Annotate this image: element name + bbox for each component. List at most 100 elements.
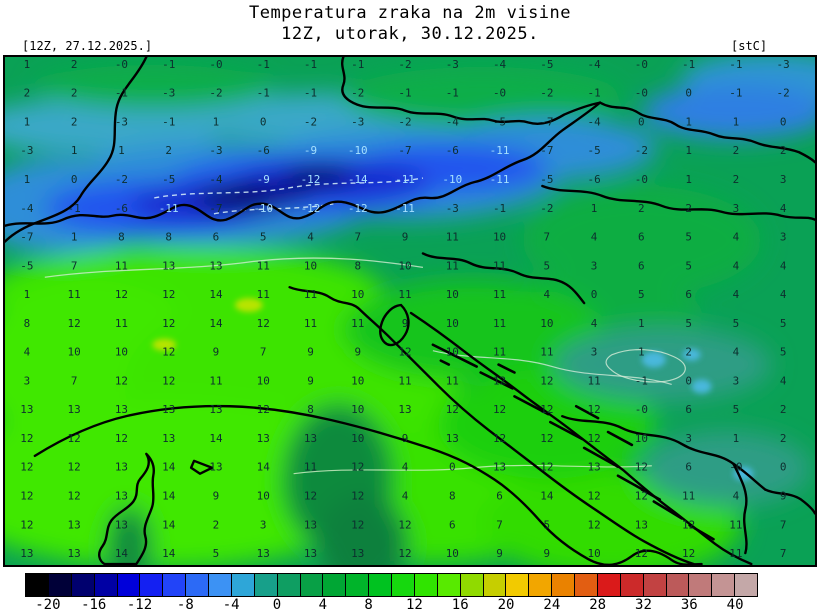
temperature-value: 10 bbox=[257, 490, 270, 503]
temperature-value: 0 bbox=[685, 374, 692, 387]
temperature-value: 12 bbox=[588, 490, 601, 503]
temperature-value: 13 bbox=[115, 518, 128, 531]
temperature-value: -3 bbox=[209, 144, 222, 157]
temperature-value: 13 bbox=[115, 461, 128, 474]
temperature-value: 1 bbox=[685, 144, 692, 157]
temperature-value: 12 bbox=[588, 518, 601, 531]
colorbar-segment bbox=[323, 574, 347, 596]
colorbar-tick-label: -4 bbox=[222, 597, 240, 613]
temperature-value: 5 bbox=[780, 346, 787, 359]
units-label: [stC] bbox=[731, 39, 768, 53]
colorbar-segment bbox=[483, 574, 507, 596]
colorbar-segment bbox=[277, 574, 301, 596]
temperature-value: -0 bbox=[635, 403, 648, 416]
temperature-value: 12 bbox=[351, 518, 364, 531]
temperature-value: -5 bbox=[588, 144, 601, 157]
temperature-value: 13 bbox=[304, 518, 317, 531]
temperature-value: 14 bbox=[209, 288, 223, 301]
temperature-value: 10 bbox=[446, 317, 459, 330]
temperature-value: 5 bbox=[685, 259, 692, 272]
temperature-value: -4 bbox=[446, 115, 460, 128]
temperature-value: 11 bbox=[729, 518, 742, 531]
temperature-value: 9 bbox=[402, 432, 409, 445]
temperature-value: 1 bbox=[24, 58, 31, 71]
temperature-value: 12 bbox=[257, 403, 270, 416]
temperature-value: 9 bbox=[544, 547, 551, 560]
temperature-value: 8 bbox=[307, 403, 314, 416]
temperature-value: 7 bbox=[780, 518, 787, 531]
temperature-value: -0 bbox=[115, 58, 128, 71]
temperature-value: 13 bbox=[351, 547, 364, 560]
temperature-value: 0 bbox=[260, 115, 267, 128]
colorbar-segment bbox=[392, 574, 415, 596]
temperature-value: 13 bbox=[20, 403, 33, 416]
temperature-value: 12 bbox=[398, 547, 411, 560]
temperature-value: -4 bbox=[588, 115, 602, 128]
temperature-value: 14 bbox=[209, 317, 223, 330]
colorbar-tick-labels: -20 -16 -12 -8 -4 0 4 8 12 16 20 24 28 32 36 40 bbox=[0, 597, 820, 615]
temperature-value: 11 bbox=[209, 374, 222, 387]
temperature-value: 6 bbox=[685, 461, 692, 474]
temperature-value: -3 bbox=[446, 202, 459, 215]
temperature-value: -1 bbox=[493, 202, 506, 215]
temperature-value: 0 bbox=[591, 288, 598, 301]
temperature-value: 10 bbox=[351, 288, 364, 301]
temperature-value: 7 bbox=[544, 231, 551, 244]
temperature-value: 7 bbox=[71, 259, 78, 272]
temperature-value: 0 bbox=[638, 115, 645, 128]
temperature-value: 13 bbox=[209, 403, 222, 416]
temperature-value: -2 bbox=[540, 202, 553, 215]
temperature-value: 13 bbox=[209, 259, 222, 272]
temperature-value: -2 bbox=[209, 87, 222, 100]
temperature-value: -3 bbox=[162, 87, 175, 100]
temperature-value: -3 bbox=[20, 144, 33, 157]
temperature-value: 1 bbox=[24, 288, 31, 301]
temperature-value: 14 bbox=[162, 490, 176, 503]
temperature-value: 12 bbox=[68, 432, 81, 445]
temperature-value: 1 bbox=[685, 173, 692, 186]
temperature-value: -1 bbox=[304, 87, 317, 100]
temperature-value: 11 bbox=[493, 346, 506, 359]
temperature-value: 12 bbox=[68, 490, 81, 503]
colorbar-segment bbox=[437, 574, 461, 596]
temperature-value: -1 bbox=[115, 87, 128, 100]
temperature-value: 1 bbox=[638, 346, 645, 359]
temperature-value: 10 bbox=[257, 374, 270, 387]
temperature-value: 12 bbox=[635, 490, 648, 503]
temperature-value: 12 bbox=[588, 432, 601, 445]
colorbar-tick-label: 28 bbox=[589, 597, 607, 613]
temperature-value: 6 bbox=[685, 403, 692, 416]
temperature-value: 10 bbox=[588, 547, 601, 560]
temperature-value: -4 bbox=[588, 58, 602, 71]
coastline-border-layer bbox=[5, 57, 815, 565]
temperature-value: -11 bbox=[490, 173, 510, 186]
temperature-value: 6 bbox=[496, 490, 503, 503]
temperature-value: 12 bbox=[20, 518, 33, 531]
temperature-value: -2 bbox=[115, 173, 128, 186]
temperature-value: -7 bbox=[540, 144, 553, 157]
temperature-value: 12 bbox=[68, 317, 81, 330]
colorbar-segment bbox=[369, 574, 392, 596]
colorbar-segment bbox=[254, 574, 278, 596]
temperature-value: 12 bbox=[540, 403, 553, 416]
temperature-value: 14 bbox=[115, 547, 129, 560]
colorbar-tick-label: -16 bbox=[81, 597, 107, 613]
temperature-value: 10 bbox=[351, 374, 364, 387]
temperature-value: 0 bbox=[780, 115, 787, 128]
temperature-value: 12 bbox=[588, 403, 601, 416]
temperature-value: -1 bbox=[351, 58, 364, 71]
colorbar-tick-label: -20 bbox=[35, 597, 61, 613]
temperature-value: 4 bbox=[733, 490, 740, 503]
temperature-value: 1 bbox=[213, 115, 220, 128]
temperature-value: 11 bbox=[446, 259, 459, 272]
temperature-value: 4 bbox=[591, 231, 598, 244]
temperature-value: 11 bbox=[304, 317, 317, 330]
colorbar-tick-label: 8 bbox=[364, 597, 373, 613]
temperature-value: 0 bbox=[780, 461, 787, 474]
temperature-value: 12 bbox=[446, 403, 459, 416]
colorbar-segment bbox=[597, 574, 621, 596]
temperature-value: 12 bbox=[493, 374, 506, 387]
temperature-value: -3 bbox=[351, 115, 364, 128]
temperature-value: 10 bbox=[635, 432, 648, 445]
